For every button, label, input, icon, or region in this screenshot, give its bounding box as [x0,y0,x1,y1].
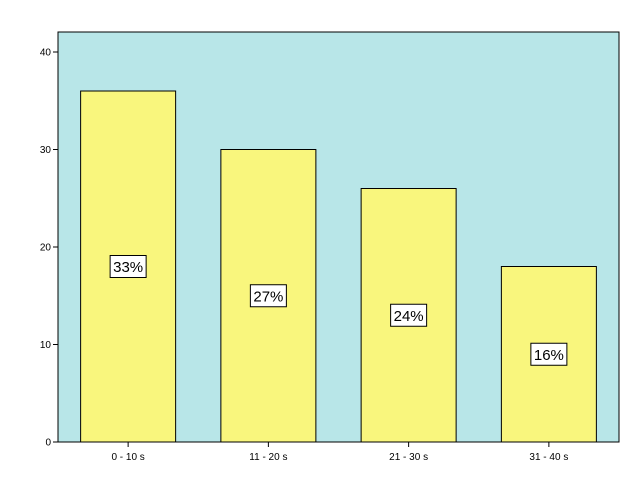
data-label: 24% [394,308,424,325]
y-tick-label: 20 [40,243,52,254]
data-labels-group: 33% 27% 24% 16% [109,255,568,366]
x-tick-label: 0 - 10 s [111,452,144,463]
y-tick-label: 40 [40,48,52,59]
data-label-box [390,303,428,327]
data-label-box [530,342,568,366]
y-axis: 0 10 20 30 40 [40,32,59,449]
data-label: 16% [534,347,564,364]
x-axis: 0 - 10 s 11 - 20 s 21 - 30 s 31 - 40 s [58,441,619,463]
bars-group [80,90,597,443]
x-tick-label: 21 - 30 s [389,452,428,463]
x-tick-label: 11 - 20 s [249,452,287,463]
data-label-box [249,284,287,308]
data-label: 27% [253,288,283,305]
data-label-box [109,255,147,278]
y-tick-label: 0 [45,438,51,449]
x-tick-label: 31 - 40 s [529,452,568,463]
y-tick-label: 10 [40,340,52,351]
y-tick-label: 30 [40,145,52,156]
data-label: 33% [113,259,143,276]
